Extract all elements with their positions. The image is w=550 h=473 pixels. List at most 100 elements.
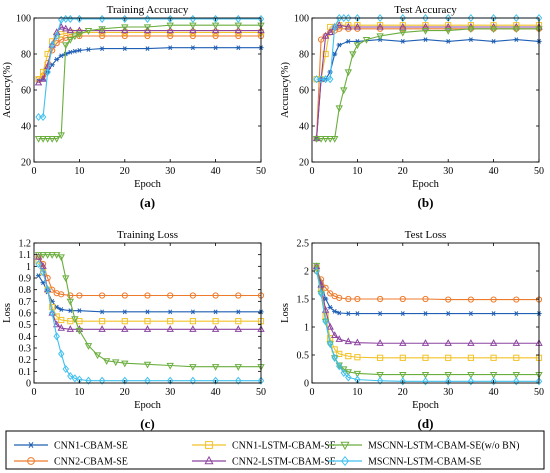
data-point [421,28,430,35]
data-point [84,28,93,35]
data-point [353,22,362,30]
data-point [326,339,334,348]
data-point [66,298,75,306]
x-tick-label: 40 [489,166,499,177]
data-point [85,376,92,385]
series-line-5 [38,24,261,140]
data-point [513,311,519,316]
legend-label: CNN2-LSTM-CBAM-SE [232,457,336,468]
data-point [335,335,343,342]
x-tick-label: 40 [211,166,221,177]
data-point [317,136,325,143]
data-point [332,308,338,314]
data-point [399,354,406,361]
data-point [321,136,330,143]
data-point [85,47,92,52]
data-point [53,332,60,341]
x-tick-label: 40 [489,387,499,398]
data-point [122,46,128,51]
data-point [326,28,334,35]
data-point [467,372,475,379]
data-point [62,42,70,50]
chart-panel-2: Test Accuracy 0 10 20 30 40 50 20 40 60 80 100 Epoch… [280,4,544,210]
data-point [48,136,56,143]
data-point [444,339,452,346]
data-point [345,373,352,382]
data-point [99,292,106,299]
data-point [345,22,352,29]
data-point [121,32,128,40]
data-point [490,377,497,386]
series-group [312,262,543,386]
data-point [99,309,105,315]
data-point [235,318,242,325]
data-point [76,308,82,314]
x-tick-label: 50 [534,166,544,177]
data-point [144,376,151,385]
series-line-3 [38,31,261,80]
data-point [513,354,520,361]
panel-label: (d) [418,416,434,431]
data-point [399,377,407,386]
data-point [327,305,333,310]
data-point [444,13,452,23]
data-point [322,284,329,291]
data-point [335,13,343,23]
y-tick-label: 0.6 [19,309,32,320]
legend-marker-icon [204,455,214,465]
data-point [344,337,353,345]
data-point [34,252,43,260]
data-point [422,295,429,303]
data-point [234,22,243,30]
legend-frame [5,430,545,470]
data-point [211,26,220,34]
data-point [354,311,360,316]
data-point [376,372,384,379]
data-point [39,112,47,122]
data-point [444,22,452,30]
data-point [513,13,520,23]
data-point [72,48,78,54]
data-point [99,32,106,40]
data-point [326,136,334,143]
data-point [399,13,407,23]
data-point [75,26,84,34]
data-point [330,355,339,362]
data-point [121,26,129,34]
data-point [467,13,475,23]
data-point [353,338,362,346]
data-point [144,46,151,51]
data-point [66,26,75,34]
y-tick-label: 0.3 [19,344,32,355]
data-point [102,358,111,365]
data-point [166,325,174,332]
data-point [235,32,242,40]
data-point [335,105,343,113]
data-point [189,364,197,371]
data-point [58,53,64,59]
x-tick-label: 30 [443,387,453,398]
data-point [211,22,220,30]
data-point [490,354,497,361]
data-point [322,317,329,326]
data-point [58,307,64,312]
data-point [39,268,47,277]
x-tick-label: 10 [352,166,362,177]
data-point [44,285,51,294]
data-point [422,354,429,361]
data-point [445,22,452,29]
y-tick-label: 0.7 [19,297,32,308]
data-point [143,24,152,32]
legend-entry: CNN2-CBAM-SE [14,457,128,468]
data-point [467,22,474,29]
series-group [312,13,543,143]
data-point [35,259,42,269]
x-tick-label: 40 [211,387,221,398]
data-point [313,266,320,276]
data-point [166,376,174,385]
y-tick-label: 1 [304,323,309,334]
data-point [53,31,60,41]
chart-panel-4: Test Loss 0 10 20 30 40 50 0 0.5 1 1.5 2 2.5 Epoch Los… [280,229,544,431]
data-point [336,294,343,301]
